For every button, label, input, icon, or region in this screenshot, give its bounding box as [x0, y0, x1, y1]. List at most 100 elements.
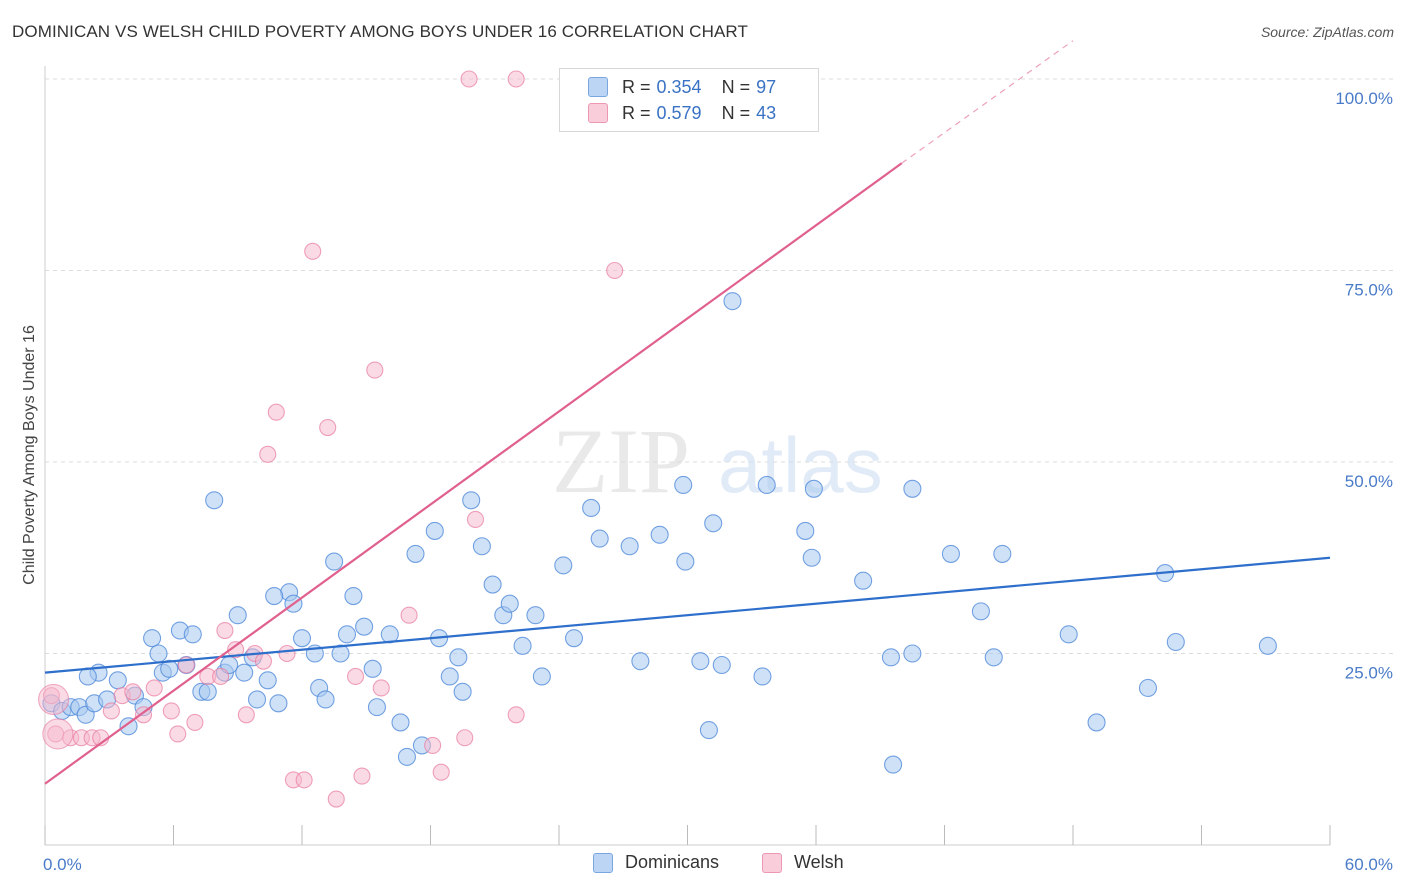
y-tick-label: 75.0% — [1345, 281, 1393, 300]
data-point-dominicans — [397, 747, 416, 766]
data-point-dominicans — [564, 629, 584, 648]
data-point-welsh — [606, 261, 624, 280]
data-point-welsh — [466, 510, 485, 529]
legend-n-value: 43 — [756, 102, 777, 123]
data-point-welsh — [319, 418, 337, 437]
y-axis-label: Child Poverty Among Boys Under 16 — [21, 325, 38, 585]
watermark-zip: ZIP — [552, 410, 690, 512]
data-point-dominicans — [631, 652, 650, 671]
data-point-welsh-large — [42, 718, 74, 750]
trend-line-welsh-extension — [901, 40, 1074, 164]
y-tick-label: 100.0% — [1335, 89, 1393, 108]
legend-item-dominicans[interactable]: Dominicans — [593, 852, 719, 873]
data-point-dominicans — [712, 655, 731, 675]
data-point-dominicans — [462, 491, 481, 510]
watermark-atlas: atlas — [718, 421, 883, 509]
data-point-dominicans — [903, 644, 922, 663]
legend-n-label: N = — [721, 102, 751, 123]
data-point-dominicans — [391, 713, 410, 732]
source-note: Source: ZipAtlas.com — [1260, 24, 1394, 40]
data-point-dominicans — [355, 617, 374, 636]
data-point-dominicans — [325, 552, 344, 571]
data-point-dominicans — [796, 521, 815, 540]
data-point-dominicans — [449, 648, 468, 667]
data-point-dominicans — [723, 292, 742, 311]
data-point-dominicans — [472, 537, 491, 556]
data-point-welsh — [507, 706, 525, 724]
data-point-welsh — [162, 702, 180, 720]
data-point-dominicans — [1059, 625, 1078, 644]
legend-label: Welsh — [794, 852, 844, 872]
watermark: ZIP atlas — [552, 410, 883, 512]
legend-swatch-pink — [762, 852, 782, 873]
data-point-dominicans — [265, 586, 284, 606]
legend-label: Dominicans — [625, 852, 720, 872]
data-point-dominicans — [344, 586, 363, 606]
data-point-welsh — [372, 679, 390, 697]
data-point-dominicans — [119, 717, 138, 736]
x-tick-label: 60.0% — [1345, 855, 1393, 874]
data-point-dominicans — [582, 498, 601, 518]
data-point-welsh — [267, 403, 285, 421]
data-point-dominicans — [228, 606, 247, 625]
data-point-dominicans — [160, 659, 179, 678]
legend-n-label: N = — [721, 76, 751, 97]
legend-swatch-blue — [593, 852, 613, 873]
data-point-dominicans — [367, 698, 387, 717]
data-point-dominicans — [971, 602, 990, 621]
data-point-welsh — [102, 702, 120, 720]
data-point-dominicans — [1138, 678, 1158, 698]
data-point-dominicans — [425, 521, 444, 540]
data-point-dominicans — [292, 629, 312, 648]
data-point-dominicans — [235, 663, 254, 682]
legend-row-welsh: R = 0.579 N = 43 — [588, 100, 776, 126]
legend-r-label: R = — [622, 76, 651, 97]
data-point-dominicans — [753, 667, 772, 686]
data-point-dominicans — [513, 636, 532, 655]
data-point-dominicans — [108, 671, 127, 690]
data-point-dominicans — [453, 682, 472, 701]
data-point-dominicans — [500, 594, 519, 613]
legend-item-welsh[interactable]: Welsh — [762, 852, 844, 873]
data-point-dominicans — [554, 556, 573, 575]
data-point-dominicans — [198, 682, 217, 701]
legend-swatch-pink — [588, 103, 608, 123]
data-point-dominicans — [802, 548, 821, 567]
data-point-dominicans — [258, 671, 277, 690]
data-point-welsh — [327, 790, 345, 808]
data-point-dominicans — [993, 544, 1012, 563]
data-point-dominicans — [854, 571, 873, 590]
data-point-dominicans — [78, 667, 97, 686]
data-point-welsh — [216, 621, 234, 640]
data-point-dominicans — [1166, 632, 1185, 652]
data-point-dominicans — [406, 544, 425, 563]
chart-title: DOMINICAN VS WELSH CHILD POVERTY AMONG B… — [12, 22, 748, 41]
data-point-dominicans — [757, 475, 776, 495]
data-point-dominicans — [1258, 636, 1277, 655]
data-point-welsh — [259, 445, 277, 463]
data-point-welsh — [212, 667, 230, 686]
data-point-welsh — [507, 70, 525, 88]
series-welsh — [38, 70, 727, 808]
data-point-dominicans — [884, 755, 903, 774]
data-point-dominicans — [205, 491, 224, 510]
data-point-dominicans — [674, 475, 693, 495]
data-point-dominicans — [590, 529, 609, 548]
data-point-welsh — [145, 679, 163, 697]
data-point-dominicans — [440, 667, 459, 686]
data-point-dominicans — [269, 694, 288, 713]
data-point-welsh — [456, 729, 474, 747]
data-point-dominicans — [984, 648, 1003, 667]
data-point-dominicans — [143, 629, 162, 648]
legend-n-value: 97 — [756, 76, 777, 97]
trend-line-welsh — [44, 162, 903, 785]
data-point-welsh — [227, 641, 245, 659]
data-point-welsh — [186, 713, 204, 731]
data-point-welsh — [346, 667, 365, 686]
legend-r-value: 0.579 — [656, 102, 702, 123]
data-point-dominicans — [363, 659, 382, 678]
y-tick-labels: 25.0% 50.0% 75.0% 100.0% — [1335, 89, 1393, 683]
data-point-welsh — [460, 70, 478, 88]
data-point-welsh — [353, 767, 371, 785]
